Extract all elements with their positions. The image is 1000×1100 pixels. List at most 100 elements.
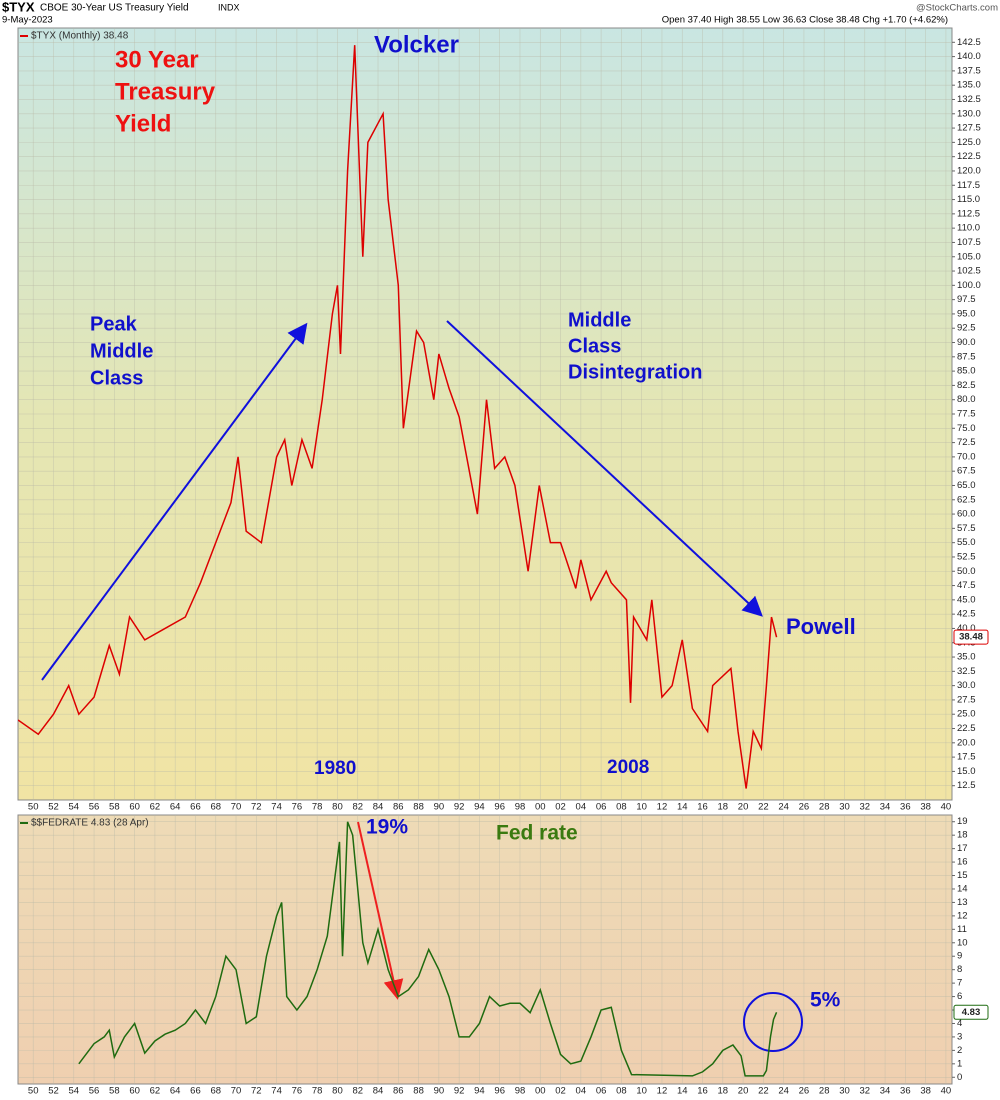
- y-tick-label: 120.0: [957, 165, 981, 176]
- last-value-label: 4.83: [962, 1007, 981, 1018]
- x-tick-label: 00: [535, 1086, 546, 1097]
- x-tick-label: 50: [28, 1086, 39, 1097]
- y-tick-label: 57.5: [957, 523, 976, 534]
- x-tick-label: 28: [819, 802, 830, 813]
- plot-background: [17, 814, 953, 1085]
- x-tick-label: 34: [880, 1086, 891, 1097]
- legend-label: $TYX (Monthly) 38.48: [31, 31, 129, 42]
- y-tick-label: 18: [957, 830, 968, 841]
- arrow: [357, 821, 404, 1000]
- y-tick-label: 11: [957, 924, 967, 935]
- y-tick-label: 122.5: [957, 151, 981, 162]
- x-tick-label: 68: [210, 802, 221, 813]
- x-tick-label: 34: [880, 802, 891, 813]
- x-tick-label: 08: [616, 1086, 627, 1097]
- y-tick-label: 30.0: [957, 680, 976, 691]
- y-tick-label: 35.0: [957, 652, 976, 663]
- y-tick-label: 110.0: [957, 223, 980, 234]
- x-tick-label: 92: [454, 802, 465, 813]
- y-tick-label: 47.5: [957, 580, 976, 591]
- arrow: [446, 320, 763, 617]
- x-tick-label: 14: [677, 1086, 688, 1097]
- x-tick-label: 28: [819, 1086, 830, 1097]
- x-tick-label: 80: [332, 802, 343, 813]
- y-tick-label: 60.0: [957, 509, 976, 520]
- y-tick-label: 55.0: [957, 537, 976, 548]
- x-tick-label: 74: [271, 1086, 282, 1097]
- annotation: 5%: [810, 989, 841, 1012]
- x-tick-label: 50: [28, 802, 39, 813]
- y-tick-label: 9: [957, 951, 962, 962]
- x-tick-label: 52: [48, 1086, 59, 1097]
- y-tick-label: 97.5: [957, 294, 976, 305]
- x-tick-label: 36: [900, 802, 911, 813]
- x-tick-label: 38: [920, 1086, 931, 1097]
- y-tick-label: 20.0: [957, 737, 976, 748]
- x-tick-label: 32: [859, 1086, 870, 1097]
- x-tick-label: 56: [89, 802, 100, 813]
- highlight-circle: [743, 992, 803, 1052]
- x-tick-label: 24: [778, 802, 789, 813]
- annotation: 19%: [366, 816, 408, 839]
- y-tick-label: 112.5: [957, 208, 980, 219]
- x-tick-label: 10: [636, 802, 647, 813]
- x-tick-label: 40: [941, 1086, 952, 1097]
- y-tick-label: 80.0: [957, 394, 976, 405]
- x-tick-label: 58: [109, 802, 120, 813]
- y-tick-label: 142.5: [957, 37, 981, 48]
- annotation: 30 Year: [115, 46, 199, 73]
- data-line: [18, 45, 778, 789]
- x-tick-label: 98: [515, 1086, 526, 1097]
- x-tick-label: 16: [697, 1086, 708, 1097]
- x-tick-label: 02: [555, 802, 566, 813]
- y-tick-label: 42.5: [957, 609, 976, 620]
- x-tick-label: 78: [312, 802, 323, 813]
- y-tick-label: 125.0: [957, 137, 981, 148]
- quote: Open 37.40 High 38.55 Low 36.63 Close 38…: [662, 15, 948, 26]
- y-tick-label: 19: [957, 816, 968, 827]
- y-tick-label: 12.5: [957, 780, 976, 791]
- x-tick-label: 92: [454, 1086, 465, 1097]
- x-tick-label: 88: [413, 1086, 424, 1097]
- x-tick-label: 56: [89, 1086, 100, 1097]
- x-tick-label: 82: [352, 1086, 363, 1097]
- annotation: Treasury: [115, 78, 216, 105]
- y-tick-label: 4: [957, 1018, 962, 1029]
- x-tick-label: 68: [210, 1086, 221, 1097]
- x-tick-label: 04: [576, 802, 587, 813]
- x-tick-label: 20: [738, 1086, 749, 1097]
- y-tick-label: 85.0: [957, 366, 976, 377]
- y-tick-label: 2: [957, 1045, 962, 1056]
- y-tick-label: 45.0: [957, 594, 976, 605]
- x-tick-label: 26: [799, 802, 810, 813]
- annotation: Disintegration: [568, 361, 702, 383]
- x-tick-label: 30: [839, 1086, 850, 1097]
- y-tick-label: 22.5: [957, 723, 976, 734]
- x-tick-label: 00: [535, 802, 546, 813]
- x-tick-label: 12: [657, 1086, 668, 1097]
- source: @StockCharts.com: [916, 3, 998, 14]
- x-tick-label: 38: [920, 802, 931, 813]
- x-tick-label: 52: [48, 802, 59, 813]
- x-tick-label: 94: [474, 802, 485, 813]
- x-tick-label: 06: [596, 1086, 607, 1097]
- y-tick-label: 72.5: [957, 437, 976, 448]
- x-tick-label: 06: [596, 802, 607, 813]
- y-tick-label: 52.5: [957, 551, 976, 562]
- y-tick-label: 1: [957, 1058, 962, 1069]
- x-tick-label: 58: [109, 1086, 120, 1097]
- last-value-label: 38.48: [959, 632, 983, 643]
- legend-label: $$FEDRATE 4.83 (28 Apr): [31, 818, 149, 829]
- x-tick-label: 66: [190, 1086, 201, 1097]
- annotation: Middle: [90, 340, 153, 362]
- y-tick-label: 50.0: [957, 566, 976, 577]
- x-tick-label: 70: [231, 1086, 242, 1097]
- y-tick-label: 25.0: [957, 709, 976, 720]
- y-tick-label: 0: [957, 1072, 962, 1083]
- x-tick-label: 70: [231, 802, 242, 813]
- date: 9-May-2023: [2, 15, 53, 26]
- x-tick-label: 76: [292, 802, 303, 813]
- x-tick-label: 88: [413, 802, 424, 813]
- x-tick-label: 32: [859, 802, 870, 813]
- symbol: $TYX: [2, 0, 35, 14]
